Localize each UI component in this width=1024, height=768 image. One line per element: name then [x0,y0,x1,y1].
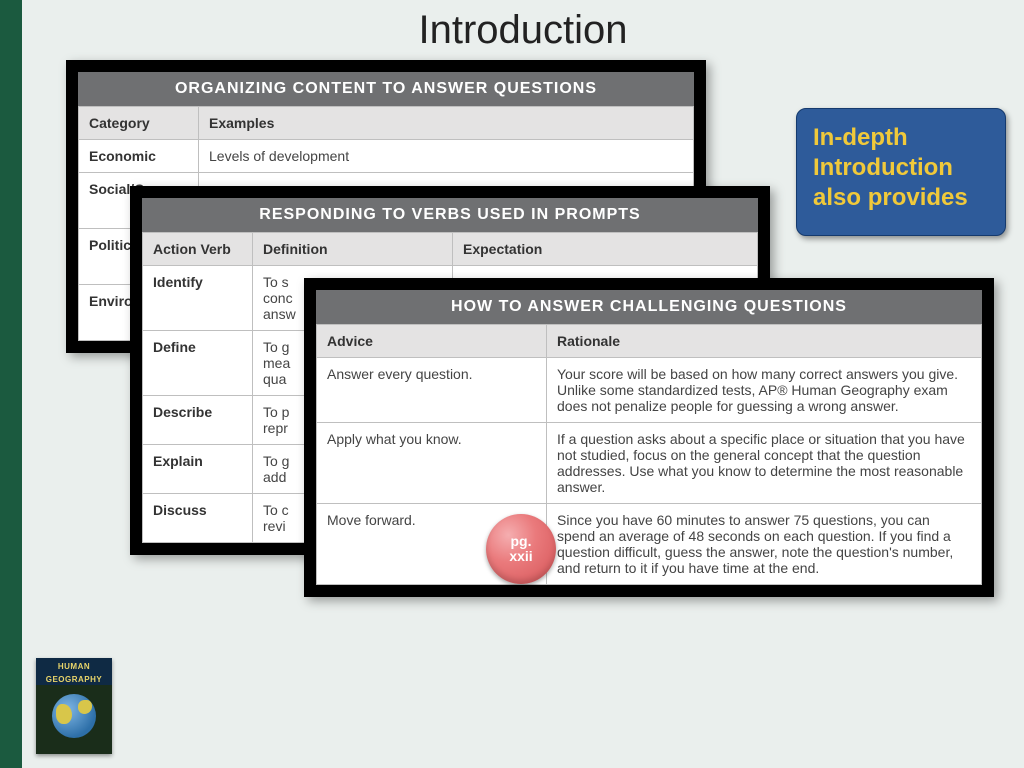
card3-th-rationale: Rationale [547,325,982,358]
card3-rat-2: Since you have 60 minutes to answer 75 q… [547,504,982,585]
callout-text: In-depth Introduction also provides [813,123,989,213]
card3-adv-1: Apply what you know. [317,423,547,504]
card2-verb-1: Define [143,331,253,396]
card1-cat-0: Economic [79,140,199,173]
book-line1: HUMAN [58,662,90,671]
page-reference-bubble: pg. xxii [486,514,556,584]
card-challenging-questions: HOW TO ANSWER CHALLENGING QUESTIONS Advi… [304,278,994,597]
table-row: Apply what you know. If a question asks … [317,423,982,504]
book-thumbnail: HUMAN GEOGRAPHY [36,658,112,754]
card2-verb-0: Identify [143,266,253,331]
table-row: Economic Levels of development [79,140,694,173]
globe-icon [52,694,96,738]
card3-table: Advice Rationale Answer every question. … [316,324,982,585]
card3-adv-0: Answer every question. [317,358,547,423]
card1-ex-0: Levels of development [199,140,694,173]
card2-th-verb: Action Verb [143,233,253,266]
card2-th-exp: Expectation [453,233,758,266]
card2-th-def: Definition [253,233,453,266]
page-bubble-line2: xxii [509,548,532,564]
card1-title: ORGANIZING CONTENT TO ANSWER QUESTIONS [78,72,694,106]
table-row: Move forward. Since you have 60 minutes … [317,504,982,585]
book-line2: GEOGRAPHY [46,675,103,684]
card3-title: HOW TO ANSWER CHALLENGING QUESTIONS [316,290,982,324]
page-title: Introduction [22,8,1024,53]
card3-rat-1: If a question asks about a specific plac… [547,423,982,504]
card1-th-category: Category [79,107,199,140]
card3-th-advice: Advice [317,325,547,358]
card1-th-examples: Examples [199,107,694,140]
card3-rat-0: Your score will be based on how many cor… [547,358,982,423]
page-bubble-line1: pg. [510,533,531,549]
card2-title: RESPONDING TO VERBS USED IN PROMPTS [142,198,758,232]
callout-panel: In-depth Introduction also provides [796,108,1006,236]
card2-verb-3: Explain [143,445,253,494]
table-row: Answer every question. Your score will b… [317,358,982,423]
card2-verb-2: Describe [143,396,253,445]
card2-verb-4: Discuss [143,494,253,543]
